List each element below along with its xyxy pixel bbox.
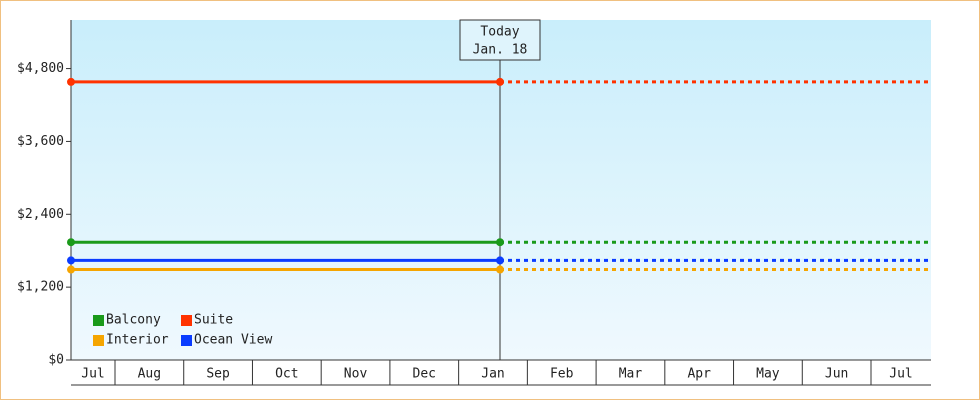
legend-label: Interior (106, 333, 169, 348)
legend-label: Ocean View (194, 333, 272, 348)
y-tick-label: $1,200 (17, 280, 64, 295)
x-tick-label: Feb (550, 367, 574, 382)
today-box (459, 19, 541, 61)
x-tick-label: Mar (619, 367, 643, 382)
legend-label: Suite (194, 313, 233, 328)
point (496, 77, 504, 86)
x-tick-label: May (756, 367, 780, 382)
y-tick-label: $2,400 (17, 207, 64, 222)
x-tick-label: Jul (81, 367, 104, 382)
point (67, 77, 75, 86)
legend-label: Balcony (106, 313, 161, 328)
legend-swatch (93, 335, 104, 346)
point (67, 256, 75, 265)
x-tick-label: Sep (206, 367, 230, 382)
legend-swatch (181, 315, 192, 326)
x-tick-label: Oct (275, 367, 298, 382)
x-tick-label: Dec (413, 367, 436, 382)
legend-swatch (181, 335, 192, 346)
plot-area (71, 20, 931, 360)
x-tick-label: Nov (344, 367, 368, 382)
y-tick-label: $3,600 (17, 134, 64, 149)
x-tick-label: Jan (481, 367, 504, 382)
x-tick-label: Apr (687, 367, 711, 382)
point (67, 265, 75, 274)
x-tick-label: Jul (889, 367, 912, 382)
today-date: Jan. 18 (473, 43, 528, 58)
point (496, 256, 504, 265)
y-tick-label: $4,800 (17, 61, 64, 76)
point (496, 265, 504, 274)
y-tick-label: $0 (48, 353, 64, 368)
point (496, 238, 504, 247)
point (67, 238, 75, 247)
x-tick-label: Aug (138, 367, 161, 382)
today-label: Today (480, 25, 519, 40)
legend-swatch (93, 315, 104, 326)
x-tick-label: Jun (825, 367, 848, 382)
